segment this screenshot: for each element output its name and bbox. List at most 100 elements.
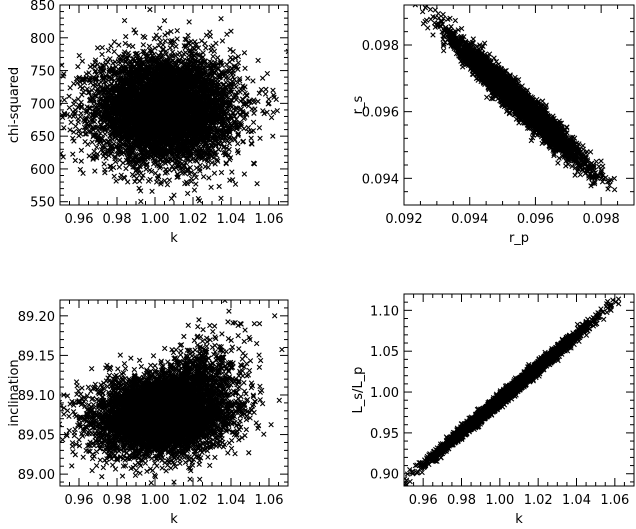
data-point	[256, 90, 263, 96]
data-point	[132, 51, 138, 57]
data-point	[257, 135, 263, 142]
data-point	[206, 175, 212, 181]
data-point	[61, 97, 68, 103]
data-point	[60, 100, 61, 105]
data-point	[146, 43, 153, 49]
data-point	[166, 177, 173, 183]
data-point	[103, 155, 109, 161]
data-point	[75, 63, 81, 70]
data-point	[94, 45, 101, 51]
data-point	[238, 120, 244, 127]
data-point	[218, 15, 224, 22]
data-point	[70, 151, 76, 157]
data-point	[174, 36, 180, 42]
data-point	[39, 145, 44, 150]
data-point	[164, 181, 171, 188]
data-point	[188, 178, 194, 185]
data-point	[151, 36, 157, 42]
data-point	[130, 43, 136, 50]
data-point	[229, 110, 236, 116]
data-point	[92, 168, 98, 174]
data-point	[110, 164, 117, 171]
data-point	[174, 27, 180, 34]
data-point	[240, 83, 246, 89]
data-point	[118, 172, 124, 178]
data-point	[219, 38, 226, 44]
data-point	[78, 147, 85, 154]
data-point	[88, 117, 94, 123]
data-point	[24, 94, 29, 99]
data-point	[214, 55, 221, 61]
panel-chi-squared-vs-k: 0.96 0.98 1.00 1.02 1.04 1.065506006507007508…	[7, 0, 289, 246]
data-point	[239, 96, 246, 102]
data-point	[157, 25, 163, 31]
data-point	[82, 138, 88, 145]
data-point	[140, 172, 146, 179]
data-point	[207, 33, 214, 39]
data-point	[80, 170, 86, 176]
data-point	[202, 40, 208, 47]
data-point	[99, 44, 105, 51]
data-point	[122, 40, 128, 47]
data-point	[160, 42, 166, 48]
data-point	[116, 164, 123, 170]
data-point	[225, 75, 232, 81]
data-point	[125, 50, 132, 56]
data-point	[187, 42, 194, 48]
data-point	[232, 55, 239, 61]
data-point	[116, 157, 123, 163]
data-point	[97, 130, 104, 136]
data-point	[149, 48, 155, 54]
data-point	[143, 53, 149, 59]
data-point	[224, 31, 230, 38]
data-point	[87, 64, 93, 70]
data-point	[262, 91, 269, 97]
data-point	[153, 179, 160, 185]
data-point	[101, 161, 107, 167]
data-point	[273, 96, 279, 103]
data-point	[167, 45, 173, 51]
data-point	[250, 119, 257, 126]
scatter-points	[24, 6, 288, 205]
data-point	[67, 85, 73, 91]
data-point	[208, 184, 214, 191]
data-point	[68, 119, 74, 126]
data-point	[185, 167, 191, 174]
data-point	[173, 43, 179, 50]
data-point	[241, 125, 247, 132]
data-point	[184, 190, 191, 197]
data-point	[226, 140, 233, 147]
data-point	[242, 101, 249, 107]
data-point	[121, 49, 128, 55]
data-point	[142, 34, 148, 41]
data-point	[130, 164, 136, 170]
data-point	[67, 127, 73, 133]
data-point	[123, 33, 129, 40]
data-point	[99, 51, 105, 58]
data-point	[70, 135, 76, 141]
data-point	[241, 171, 248, 177]
data-point	[193, 41, 200, 48]
data-point	[191, 187, 198, 193]
data-point	[72, 123, 79, 129]
data-point	[196, 52, 203, 58]
data-point	[227, 46, 233, 53]
data-point	[60, 150, 64, 157]
data-point	[93, 144, 100, 150]
data-point	[264, 70, 271, 77]
data-point	[156, 34, 162, 41]
data-point	[248, 135, 254, 141]
data-point	[193, 181, 199, 187]
data-point	[210, 53, 216, 60]
data-point	[264, 109, 270, 115]
data-point	[186, 19, 192, 25]
data-point	[78, 158, 84, 164]
data-point	[245, 75, 251, 81]
data-point	[107, 163, 113, 169]
data-point	[131, 27, 137, 33]
data-point	[75, 119, 81, 125]
data-point	[260, 108, 266, 114]
data-point	[103, 57, 109, 63]
data-point	[211, 170, 218, 176]
